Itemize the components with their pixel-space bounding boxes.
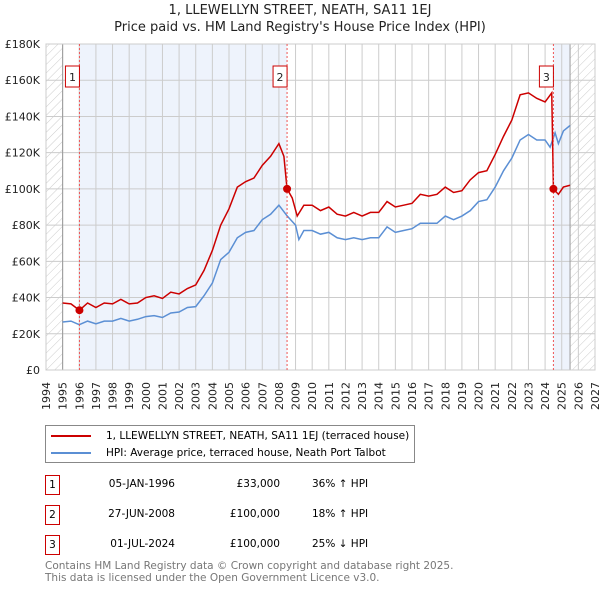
x-tick-label: 2008 bbox=[273, 382, 286, 410]
x-tick-label: 1996 bbox=[73, 382, 86, 410]
y-tick-label: £40K bbox=[12, 292, 41, 305]
property-series-line bbox=[62, 90, 571, 312]
sale-label-box bbox=[272, 65, 288, 88]
y-tick-label: £0 bbox=[26, 364, 40, 377]
legend-item-property: 1, LLEWELLYN STREET, NEATH, SA11 1EJ (te… bbox=[46, 428, 409, 444]
x-tick-label: 2009 bbox=[290, 382, 303, 410]
x-tick-label: 2011 bbox=[323, 382, 336, 410]
sale-point bbox=[549, 184, 558, 193]
transaction-row: 2 27-JUN-2008 £100,000 18% ↑ HPI bbox=[45, 505, 465, 525]
x-tick-label: 2007 bbox=[256, 382, 269, 410]
sale-point bbox=[75, 306, 84, 315]
x-tick-label: 2025 bbox=[556, 382, 569, 410]
x-tick-label: 2012 bbox=[339, 382, 352, 410]
transaction-hpi: 36% ↑ HPI bbox=[312, 478, 369, 490]
x-tick-label: 2001 bbox=[156, 382, 169, 410]
x-tick-label: 2002 bbox=[173, 382, 186, 410]
x-tick-label: 2024 bbox=[539, 382, 552, 410]
x-tick-label: 2021 bbox=[489, 382, 502, 410]
ownership-period-shading bbox=[79, 44, 288, 370]
sale-label: 3 bbox=[543, 71, 550, 84]
x-tick-label: 1997 bbox=[90, 382, 103, 410]
x-tick-label: 1994 bbox=[40, 382, 53, 410]
plot-border bbox=[45, 43, 596, 371]
x-tick-label: 2014 bbox=[373, 382, 386, 410]
legend-label: HPI: Average price, terraced house, Neat… bbox=[106, 447, 386, 459]
chart-title: 1, LLEWELLYN STREET, NEATH, SA11 1EJ bbox=[168, 3, 432, 18]
x-tick-label: 2005 bbox=[223, 382, 236, 410]
x-tick-label: 2003 bbox=[190, 382, 203, 410]
chart-subtitle: Price paid vs. HM Land Registry's House … bbox=[114, 20, 486, 35]
x-tick-label: 2019 bbox=[456, 382, 469, 410]
transaction-date: 01-JUL-2024 bbox=[110, 538, 175, 550]
x-tick-label: 2026 bbox=[572, 382, 585, 410]
x-tick-label: 2004 bbox=[206, 382, 219, 410]
transaction-row: 1 05-JAN-1996 £33,000 36% ↑ HPI bbox=[45, 475, 465, 495]
x-tick-label: 1998 bbox=[107, 382, 120, 410]
transaction-number: 2 bbox=[45, 505, 60, 525]
y-tick-label: £60K bbox=[12, 255, 41, 268]
y-tick-label: £140K bbox=[5, 110, 41, 123]
y-tick-label: £20K bbox=[12, 328, 41, 341]
x-tick-label: 2000 bbox=[140, 382, 153, 410]
sale-point bbox=[283, 184, 292, 193]
sale-label: 1 bbox=[69, 71, 76, 84]
x-tick-label: 2020 bbox=[473, 382, 486, 410]
y-tick-label: £160K bbox=[5, 74, 41, 87]
x-tick-label: 2006 bbox=[240, 382, 253, 410]
x-tick-label: 2018 bbox=[439, 382, 452, 410]
blue-line-swatch bbox=[51, 452, 91, 454]
transaction-number: 3 bbox=[45, 535, 60, 555]
price-chart: 1 2 3 1994 1995 1996 1997 1998 1999 2000 2001 2002 2… bbox=[5, 38, 600, 410]
x-tick-label: 2027 bbox=[589, 382, 600, 410]
x-tick-label: 2013 bbox=[356, 382, 369, 410]
transaction-number: 1 bbox=[45, 475, 60, 495]
transaction-row: 3 01-JUL-2024 £100,000 25% ↓ HPI bbox=[45, 535, 465, 555]
x-tick-label: 1995 bbox=[57, 382, 70, 410]
y-tick-label: £120K bbox=[5, 147, 41, 160]
legend-label: 1, LLEWELLYN STREET, NEATH, SA11 1EJ (te… bbox=[106, 430, 410, 442]
x-tick-label: 2022 bbox=[506, 382, 519, 410]
transaction-price: £100,000 bbox=[229, 538, 280, 550]
x-tick-label: 1999 bbox=[123, 382, 136, 410]
hatched-no-data-region bbox=[46, 44, 63, 370]
x-tick-label: 2010 bbox=[306, 382, 319, 410]
sale-label-box bbox=[538, 65, 554, 88]
transaction-price: £33,000 bbox=[236, 478, 280, 490]
hpi-series-line bbox=[62, 124, 571, 326]
transaction-hpi: 18% ↑ HPI bbox=[312, 508, 369, 520]
transaction-hpi: 25% ↓ HPI bbox=[312, 538, 369, 550]
y-tick-label: £80K bbox=[12, 219, 41, 232]
sale-label: 2 bbox=[277, 71, 284, 84]
x-tick-label: 2016 bbox=[406, 382, 419, 410]
x-tick-label: 2023 bbox=[522, 382, 535, 410]
transaction-price: £100,000 bbox=[229, 508, 280, 520]
y-tick-label: £100K bbox=[5, 183, 41, 196]
y-tick-label: £180K bbox=[5, 38, 41, 51]
transaction-date: 05-JAN-1996 bbox=[108, 478, 175, 490]
sale-label-box bbox=[64, 65, 80, 88]
legend: 1, LLEWELLYN STREET, NEATH, SA11 1EJ (te… bbox=[45, 425, 415, 463]
footer-licence: This data is licensed under the Open Gov… bbox=[45, 572, 380, 584]
footer-copyright: Contains HM Land Registry data © Crown c… bbox=[45, 560, 454, 572]
legend-item-hpi: HPI: Average price, terraced house, Neat… bbox=[46, 445, 386, 461]
x-tick-label: 2015 bbox=[389, 382, 402, 410]
red-line-swatch bbox=[51, 435, 91, 437]
transaction-date: 27-JUN-2008 bbox=[108, 508, 175, 520]
hatched-no-data-region bbox=[570, 44, 595, 370]
x-tick-label: 2017 bbox=[423, 382, 436, 410]
